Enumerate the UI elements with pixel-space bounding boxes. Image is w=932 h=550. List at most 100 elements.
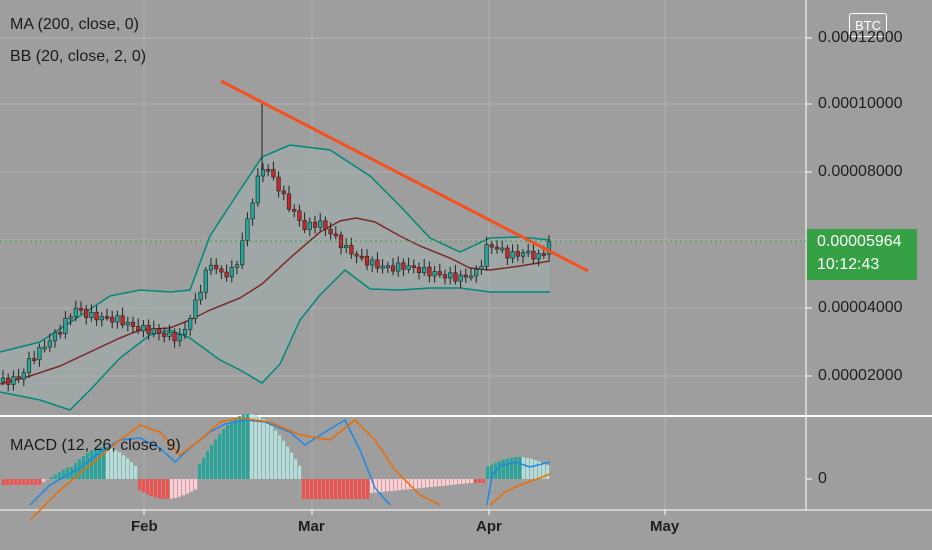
candle [344, 245, 349, 249]
candle [26, 358, 32, 373]
candle [364, 255, 370, 266]
candle [276, 176, 281, 192]
candle [312, 221, 318, 228]
time-label-feb: Feb [131, 518, 158, 535]
candle [323, 220, 328, 230]
macd-bar [50, 477, 54, 479]
ma-line [0, 217, 551, 385]
candle [167, 332, 172, 337]
macd-bar [546, 465, 550, 479]
macd-bar [426, 479, 430, 488]
macd-bar [294, 459, 298, 479]
candle [63, 318, 68, 334]
macd-bar [410, 479, 414, 489]
candle [6, 377, 11, 385]
macd-bar [326, 479, 330, 499]
candle [234, 264, 240, 268]
candle [255, 175, 260, 204]
macd-bar [222, 429, 226, 479]
signal-line-apr [489, 473, 551, 506]
candle [0, 377, 6, 383]
macd-bar [170, 479, 174, 499]
macd-bar [62, 469, 66, 479]
trendline[interactable] [220, 79, 589, 273]
candle [16, 376, 21, 380]
candle [505, 247, 510, 259]
candle [370, 259, 375, 266]
candle [84, 308, 89, 318]
candle [468, 275, 474, 279]
macd-bar [334, 479, 338, 499]
candle [219, 268, 224, 273]
macd-bar [154, 479, 158, 498]
candle [401, 262, 406, 270]
candle-countdown: 10:12:43 [817, 256, 880, 273]
candle [208, 264, 214, 271]
macd-bar [530, 458, 534, 479]
price-tick: 0.00002000 [818, 367, 903, 384]
candle [281, 190, 286, 195]
candle [406, 265, 411, 270]
candle [188, 318, 193, 330]
macd-bar [58, 472, 62, 479]
candle [354, 253, 359, 257]
macd-bar [318, 479, 322, 499]
legend-macd[interactable]: MACD (12, 26, close, 9) [10, 437, 181, 454]
legend-ma[interactable]: MA (200, close, 0) [10, 16, 139, 33]
candle [416, 267, 422, 274]
candle [286, 193, 292, 210]
macd-bar [538, 461, 542, 479]
macd-bar [542, 463, 546, 479]
bollinger-lower [0, 269, 550, 411]
macd-bar [310, 479, 314, 499]
macd-bar [106, 447, 110, 479]
macd-bar [342, 479, 346, 499]
price-tick: 0.00004000 [818, 299, 903, 316]
macd-bar [110, 448, 114, 479]
candle [479, 266, 484, 270]
macd-bar [22, 479, 26, 485]
legend-bb[interactable]: BB (20, close, 2, 0) [10, 48, 147, 65]
macd-bar [254, 415, 258, 479]
macd-bar [510, 457, 514, 479]
candle [141, 325, 146, 332]
macd-bar [370, 479, 374, 493]
candle [125, 321, 130, 326]
currency-badge[interactable]: BTC [849, 13, 887, 37]
candle [302, 220, 307, 230]
candle [448, 272, 453, 279]
macd-bar [262, 419, 266, 479]
macd-bar [394, 479, 398, 491]
time-label-may: May [650, 518, 680, 535]
macd-bar [202, 457, 206, 479]
candle [11, 376, 16, 385]
macd-line-apr [486, 461, 551, 506]
candle [110, 316, 115, 323]
candle [271, 169, 276, 178]
macd-bar [526, 457, 530, 479]
candle [292, 208, 297, 212]
macd-bar [462, 479, 466, 484]
candle [307, 221, 312, 230]
signal-line [29, 417, 441, 521]
candle [297, 210, 302, 221]
macd-bar [26, 479, 30, 485]
macd-bar [10, 479, 14, 485]
macd-bar [466, 479, 470, 484]
candle [32, 358, 37, 361]
candle [156, 328, 162, 334]
candle [162, 333, 167, 337]
macd-bar [214, 439, 218, 479]
candle [458, 274, 463, 282]
macd-bar [470, 479, 474, 483]
current-price-tag: 0.00005964 10:12:43 [807, 229, 917, 280]
macd-bar [138, 479, 142, 491]
candle [250, 202, 255, 220]
macd-bar [142, 479, 146, 493]
macd-bar [210, 445, 214, 479]
candle [78, 307, 84, 311]
price-tick: 0.00008000 [818, 163, 903, 180]
macd-bar [506, 458, 510, 479]
macd-bar [66, 467, 70, 479]
